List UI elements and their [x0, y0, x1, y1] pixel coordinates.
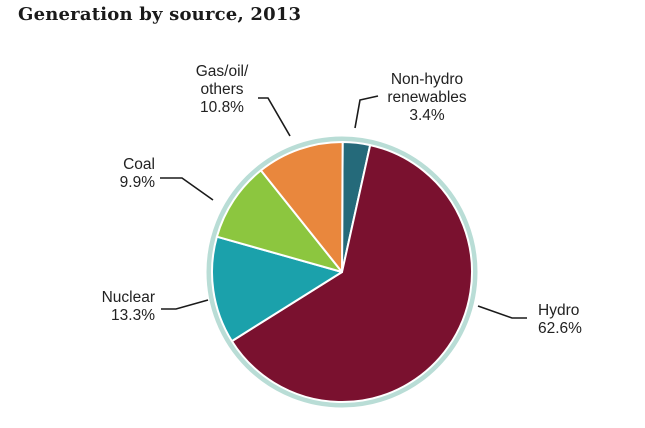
slice-label-coal: Coal 9.9%	[120, 156, 156, 191]
pie-slice-coal	[215, 169, 343, 273]
slice-label-nuclear: Nuclear 13.3%	[102, 289, 156, 324]
slice-label-gas-oil-others: Gas/oil/others 10.8%	[196, 63, 249, 116]
pie-slice-hydro	[230, 144, 473, 403]
slice-value-non-hydro-renewables: 3.4%	[409, 107, 445, 124]
pie-slice-gas-oil-others	[259, 141, 344, 273]
slice-name-hydro: Hydro	[538, 302, 579, 319]
slice-name-non-hydro-renewables: Non-hydro	[391, 71, 463, 88]
slice-value-nuclear: 13.3%	[111, 307, 155, 324]
slice-value-coal: 9.9%	[120, 174, 156, 191]
leader-line-non-hydro-renewables	[354, 95, 379, 129]
pie-outer-ring	[206, 136, 478, 408]
leader-line-hydro	[477, 305, 527, 319]
leader-line-coal	[160, 177, 214, 201]
slice-name-nuclear: Nuclear	[102, 289, 155, 306]
slice-value-gas-oil-others: 10.8%	[200, 99, 244, 116]
leader-line-gas-oil-others	[258, 97, 291, 137]
slice-name-gas-oil-others: others	[200, 81, 243, 98]
slice-label-hydro: Hydro 62.6%	[538, 302, 582, 337]
slice-name-non-hydro-renewables: renewables	[387, 89, 467, 106]
pie-slice-nuclear	[211, 235, 343, 343]
slice-name-gas-oil-others: Gas/oil/	[196, 63, 249, 80]
chart-title: Generation by source, 2013	[18, 4, 302, 25]
leader-line-nuclear	[161, 299, 209, 310]
slice-value-hydro: 62.6%	[538, 320, 582, 337]
slice-name-coal: Coal	[123, 156, 155, 173]
slice-label-non-hydro-renewables: Non-hydro renewables 3.4%	[387, 71, 467, 124]
